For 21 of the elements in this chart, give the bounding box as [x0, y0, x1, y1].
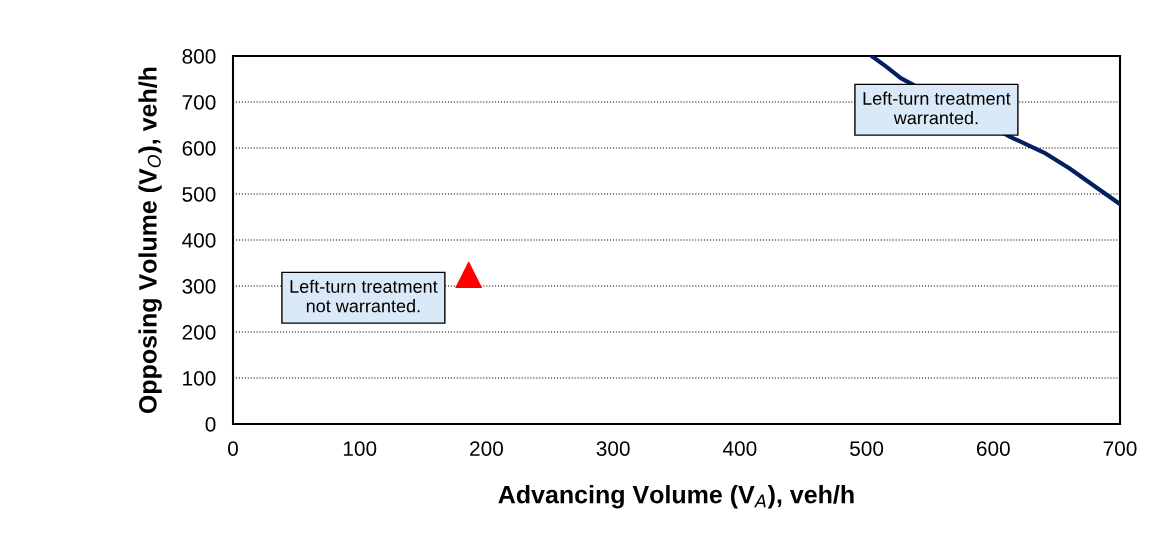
y-tick-label: 600: [182, 141, 216, 156]
x-axis-title: Advancing Volume (V$_{A}$), veh/h: [498, 485, 854, 509]
x-tick-label: 400: [722, 441, 757, 456]
y-axis-title: Opposing Volume (V$_{O}$), veh/h: [138, 67, 162, 414]
x-tick-label: 200: [470, 441, 503, 456]
annotation: Left-turn treatment not warranted.: [290, 279, 438, 313]
y-tick-label: 100: [183, 371, 216, 386]
x-tick-label: 300: [596, 441, 630, 456]
x-tick-label: 0: [228, 441, 238, 456]
x-tick-label: 600: [976, 441, 1010, 456]
x-tick-label: 500: [850, 441, 884, 456]
y-tick-label: 400: [182, 233, 216, 248]
x-tick-label: 100: [343, 441, 377, 456]
y-tick-label: 300: [182, 279, 216, 294]
y-tick-label: 500: [182, 187, 216, 202]
x-tick-label: 700: [1103, 441, 1137, 456]
y-tick-label: 800: [182, 49, 216, 64]
annotation: Left-turn treatment warranted.: [863, 91, 1011, 125]
y-tick-label: 0: [205, 417, 216, 432]
y-tick-label: 700: [182, 95, 216, 110]
y-tick-label: 200: [182, 325, 216, 340]
